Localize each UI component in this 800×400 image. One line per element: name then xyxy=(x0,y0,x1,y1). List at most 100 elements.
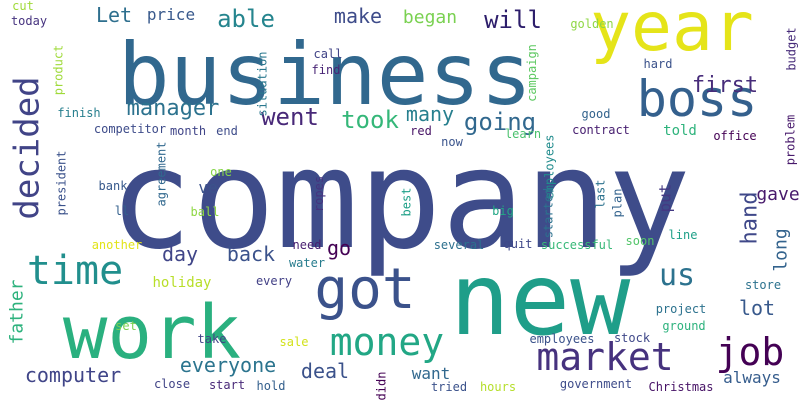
word-campaign: campaign xyxy=(524,44,539,102)
word-project: project xyxy=(655,302,707,316)
word-first: first xyxy=(691,73,759,98)
word-last: last xyxy=(593,179,607,209)
word-red: red xyxy=(410,124,432,138)
word-big: big xyxy=(492,204,514,218)
word-president: president xyxy=(55,150,69,216)
word-need: need xyxy=(292,238,322,252)
word-took: took xyxy=(341,106,399,134)
word-golden: golden xyxy=(570,17,614,31)
word-year: year xyxy=(590,0,754,67)
word-bank: bank xyxy=(98,179,128,193)
word-boss: boss xyxy=(636,70,758,128)
word-now: now xyxy=(441,135,463,149)
word-back: back xyxy=(226,242,276,266)
word-problem: problem xyxy=(782,114,797,166)
word-money: money xyxy=(329,320,445,364)
word-situation: situation xyxy=(256,51,270,117)
word-always: always xyxy=(723,368,781,387)
word-business: business xyxy=(117,25,533,125)
word-agreement: agreement xyxy=(155,141,169,207)
word-day: day xyxy=(161,242,199,266)
word-lot: lot xyxy=(738,296,776,320)
word-manager: manager xyxy=(126,96,220,121)
word-take: take xyxy=(197,332,227,346)
word-store: store xyxy=(744,278,782,292)
word-started: started xyxy=(540,187,555,239)
word-hold: hold xyxy=(256,379,286,393)
word-best: best xyxy=(399,187,413,217)
word-find: find xyxy=(311,63,341,77)
word-want: want xyxy=(411,364,451,383)
word-hours: hours xyxy=(479,380,517,394)
word-quit: quit xyxy=(503,237,533,251)
word-told: told xyxy=(663,123,697,139)
word-successful: successful xyxy=(540,238,614,252)
word-us: us xyxy=(658,258,696,293)
word-deal: deal xyxy=(300,359,350,383)
word-cut: cut xyxy=(12,0,34,13)
word-make: make xyxy=(333,4,383,28)
word-christmas: Christmas xyxy=(648,380,714,394)
word-will: will xyxy=(484,6,542,34)
word-government: government xyxy=(559,377,633,391)
word-got: got xyxy=(314,257,416,322)
word-office: office xyxy=(713,129,757,143)
word-end: end xyxy=(216,124,238,138)
word-stock: stock xyxy=(613,331,651,345)
word-market: market xyxy=(536,335,674,379)
word-many: many xyxy=(405,102,455,126)
word-everyone: everyone xyxy=(179,353,277,377)
word-father: father xyxy=(7,279,28,345)
word-going: going xyxy=(463,108,537,136)
word-went: went xyxy=(261,103,319,131)
word-call: call xyxy=(313,47,343,61)
word-water: water xyxy=(288,256,326,270)
word-holiday: holiday xyxy=(152,275,212,291)
word-sale: sale xyxy=(279,335,309,349)
word-budget: budget xyxy=(784,27,799,71)
word-let: Let xyxy=(95,3,133,27)
word-began: began xyxy=(402,7,458,28)
word-company: company xyxy=(109,119,691,280)
word-didn: didn xyxy=(374,371,388,400)
word-go: go xyxy=(326,236,352,260)
word-price: price xyxy=(146,5,196,24)
word-finish: finish xyxy=(57,106,101,120)
word-ball: ball xyxy=(190,205,220,219)
word-another: another xyxy=(91,238,143,252)
word-employees: employees xyxy=(529,332,595,346)
word-product: product xyxy=(50,44,65,96)
word-every: every xyxy=(255,274,293,288)
word-start: start xyxy=(208,378,246,392)
word-job: job xyxy=(715,330,785,374)
word-gave: gave xyxy=(756,184,800,205)
word-plan: plan xyxy=(610,188,624,218)
word-learn: learn xyxy=(504,127,542,141)
word-able: able xyxy=(217,5,275,33)
word-put: put xyxy=(655,183,674,213)
word-decided: decided xyxy=(8,76,49,220)
word-close: close xyxy=(153,377,191,391)
word-ropes: ropes xyxy=(312,175,326,213)
word-ll: ll xyxy=(114,204,130,218)
word-competitor: competitor xyxy=(93,122,167,136)
word-time: time xyxy=(26,248,124,294)
word-today: today xyxy=(10,14,48,28)
word-one: one xyxy=(210,165,232,179)
word-set: set xyxy=(115,319,137,333)
word-hard: hard xyxy=(643,57,673,71)
word-work: work xyxy=(62,290,242,376)
word-soon: soon xyxy=(625,234,655,248)
word-contract: contract xyxy=(572,123,630,137)
word-long: long xyxy=(770,228,792,272)
word-new: new xyxy=(449,241,631,358)
word-ground: ground xyxy=(662,319,706,333)
word-ve: ve xyxy=(198,178,218,197)
word-tried: tried xyxy=(430,380,468,394)
word-computer: computer xyxy=(24,363,122,387)
word-line: line xyxy=(668,228,698,242)
word-several: several xyxy=(433,238,485,252)
word-good: good xyxy=(581,107,611,121)
word-month: month xyxy=(169,124,207,138)
